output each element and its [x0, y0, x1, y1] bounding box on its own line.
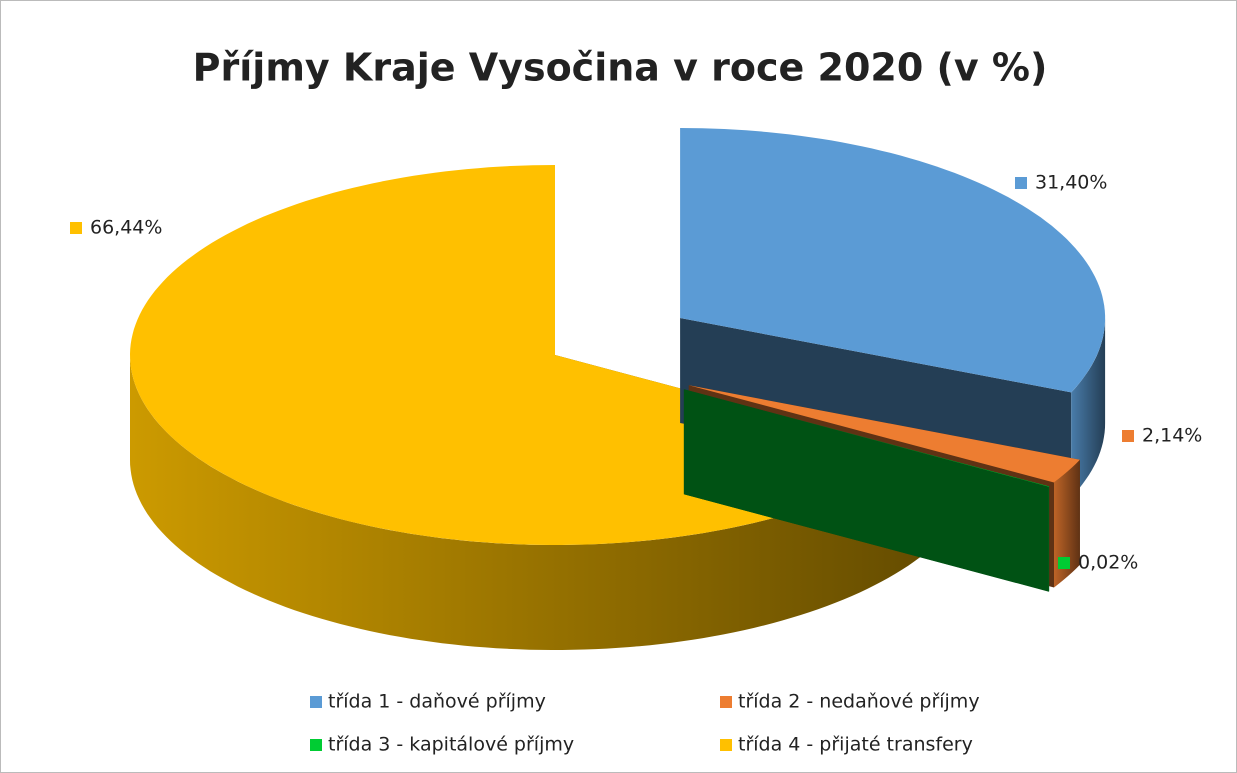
legend-label: třída 3 - kapitálové příjmy	[328, 734, 574, 756]
slice-face	[683, 389, 1049, 592]
slice-side	[1054, 459, 1080, 588]
slice-side	[1071, 318, 1106, 498]
data-label: 2,14%	[1142, 425, 1202, 447]
label-swatch	[1015, 177, 1027, 189]
label-swatch	[1122, 430, 1134, 442]
label-swatch	[70, 222, 82, 234]
legend-swatch	[720, 696, 732, 708]
legend-label: třída 1 - daňové příjmy	[328, 691, 546, 713]
legend-label: třída 4 - přijaté transfery	[738, 734, 973, 756]
data-label: 0,02%	[1078, 552, 1138, 574]
legend-swatch	[720, 739, 732, 751]
slice-side	[130, 355, 920, 650]
legend-swatch	[310, 696, 322, 708]
data-label: 66,44%	[90, 217, 162, 239]
slice	[680, 128, 1106, 393]
legend-label: třída 2 - nedaňové příjmy	[738, 691, 980, 713]
slice	[688, 385, 1080, 483]
label-swatch	[1058, 557, 1070, 569]
slice	[683, 389, 1050, 487]
chart-title: Příjmy Kraje Vysočina v roce 2020 (v %)	[193, 46, 1048, 90]
slice	[683, 389, 1050, 592]
data-label: 31,40%	[1035, 172, 1107, 194]
legend-swatch	[310, 739, 322, 751]
